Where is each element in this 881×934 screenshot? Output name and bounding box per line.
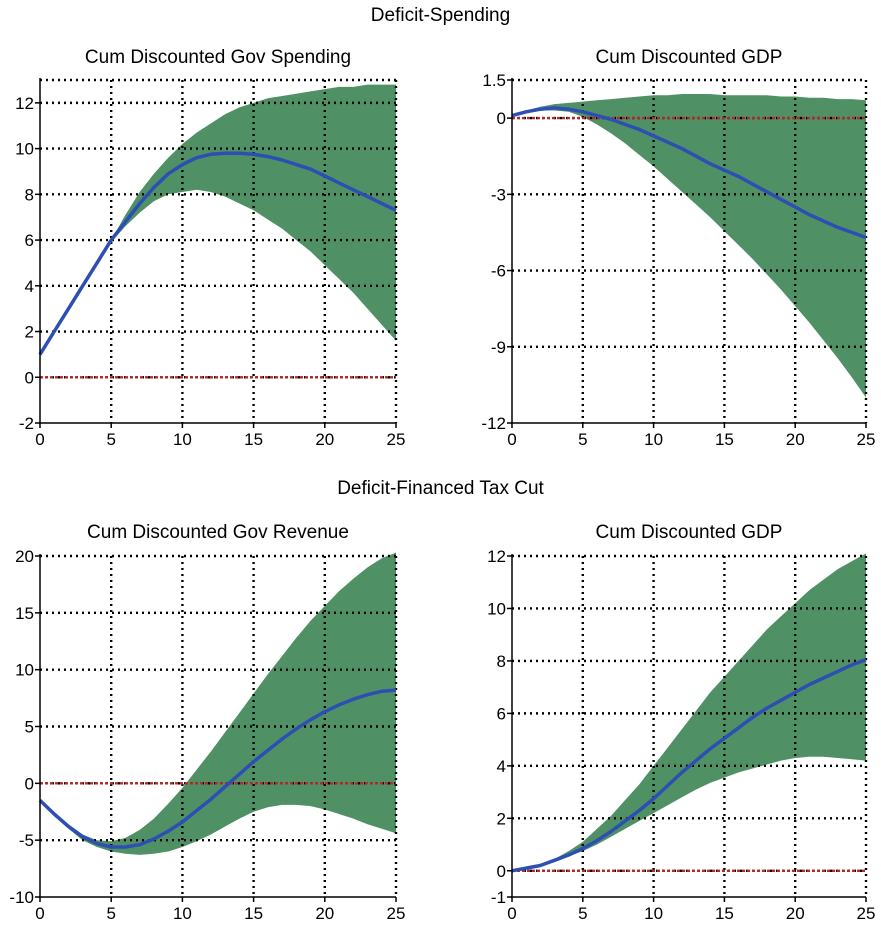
y-tick-label: 4 [25,277,34,296]
x-tick-label: 5 [578,430,587,449]
median-line [511,106,867,240]
y-tick-label: -1 [491,888,506,907]
confidence-band [512,553,866,871]
x-tick-label: 0 [507,430,516,449]
panel-gov-revenue: Cum Discounted Gov Revenue 0 5 10 15 20 25 -10 -… [9,522,405,923]
y-tick-label: -5 [19,831,34,850]
y-tick-label: 10 [487,599,506,618]
y-tick-label: 20 [15,547,34,566]
x-tick-label: 10 [644,904,663,923]
x-tick-label: 5 [578,904,587,923]
x-tick-label: 20 [786,430,805,449]
x-tick-label: 15 [244,430,263,449]
y-tick-label: -2 [19,414,34,433]
x-tick-label: 0 [35,904,44,923]
y-tick-label: 12 [15,94,34,113]
x-tick-label: 15 [715,904,734,923]
x-tick-label: 25 [857,904,876,923]
x-tick-label: 25 [857,430,876,449]
x-tick-label: 15 [244,904,263,923]
y-tick-label: 0 [25,774,34,793]
y-tick-label: 8 [497,652,506,671]
x-tick-label: 10 [173,904,192,923]
x-tick-label: 15 [715,430,734,449]
section-title-deficit-spending: Deficit-Spending [370,5,511,26]
y-tick-label: -3 [491,185,506,204]
y-tick-label: 10 [15,140,34,159]
y-tick-label: 12 [487,547,506,566]
x-tick-label: 10 [644,430,663,449]
y-tick-label: 0 [25,368,34,387]
x-tick-label: 10 [173,430,192,449]
y-tick-label: 2 [497,809,506,828]
x-tick-label: 0 [507,904,516,923]
x-tick-label: 5 [106,904,115,923]
y-tick-label: 5 [25,718,34,737]
x-tick-label: 25 [387,430,406,449]
y-tick-label: -10 [9,888,34,907]
y-tick-label: -12 [481,414,506,433]
y-tick-label: -9 [491,338,506,357]
x-tick-label: 20 [315,430,334,449]
y-tick-label: 1.5 [482,71,506,90]
y-tick-label: 15 [15,604,34,623]
x-tick-label: 25 [387,904,406,923]
y-tick-label: 4 [497,757,506,776]
confidence-band [40,552,396,855]
median-line [511,657,867,873]
x-tick-label: 20 [315,904,334,923]
y-tick-label: 8 [25,185,34,204]
panel-gdp-spending: Cum Discounted GDP 0 5 10 15 20 25 -12 -9 -6 -3 0 1.… [481,47,875,449]
y-tick-label: 0 [497,109,506,128]
x-tick-label: 5 [106,430,115,449]
y-tick-label: 2 [25,323,34,342]
confidence-band [40,84,396,355]
section-title-tax-cut: Deficit-Financed Tax Cut [337,478,544,499]
panel-title: Cum Discounted GDP [596,47,783,68]
y-tick-label: 6 [25,231,34,250]
panel-title: Cum Discounted GDP [596,522,783,543]
y-tick-label: -6 [491,262,506,281]
panel-title: Cum Discounted Gov Spending [85,47,351,68]
panel-title: Cum Discounted Gov Revenue [87,522,349,543]
y-tick-label: 0 [497,862,506,881]
x-tick-label: 0 [35,430,44,449]
x-tick-label: 20 [786,904,805,923]
median-line [38,151,397,356]
median-line [38,688,397,849]
y-tick-label: 10 [15,661,34,680]
y-tick-label: 6 [497,704,506,723]
confidence-band [512,94,866,398]
